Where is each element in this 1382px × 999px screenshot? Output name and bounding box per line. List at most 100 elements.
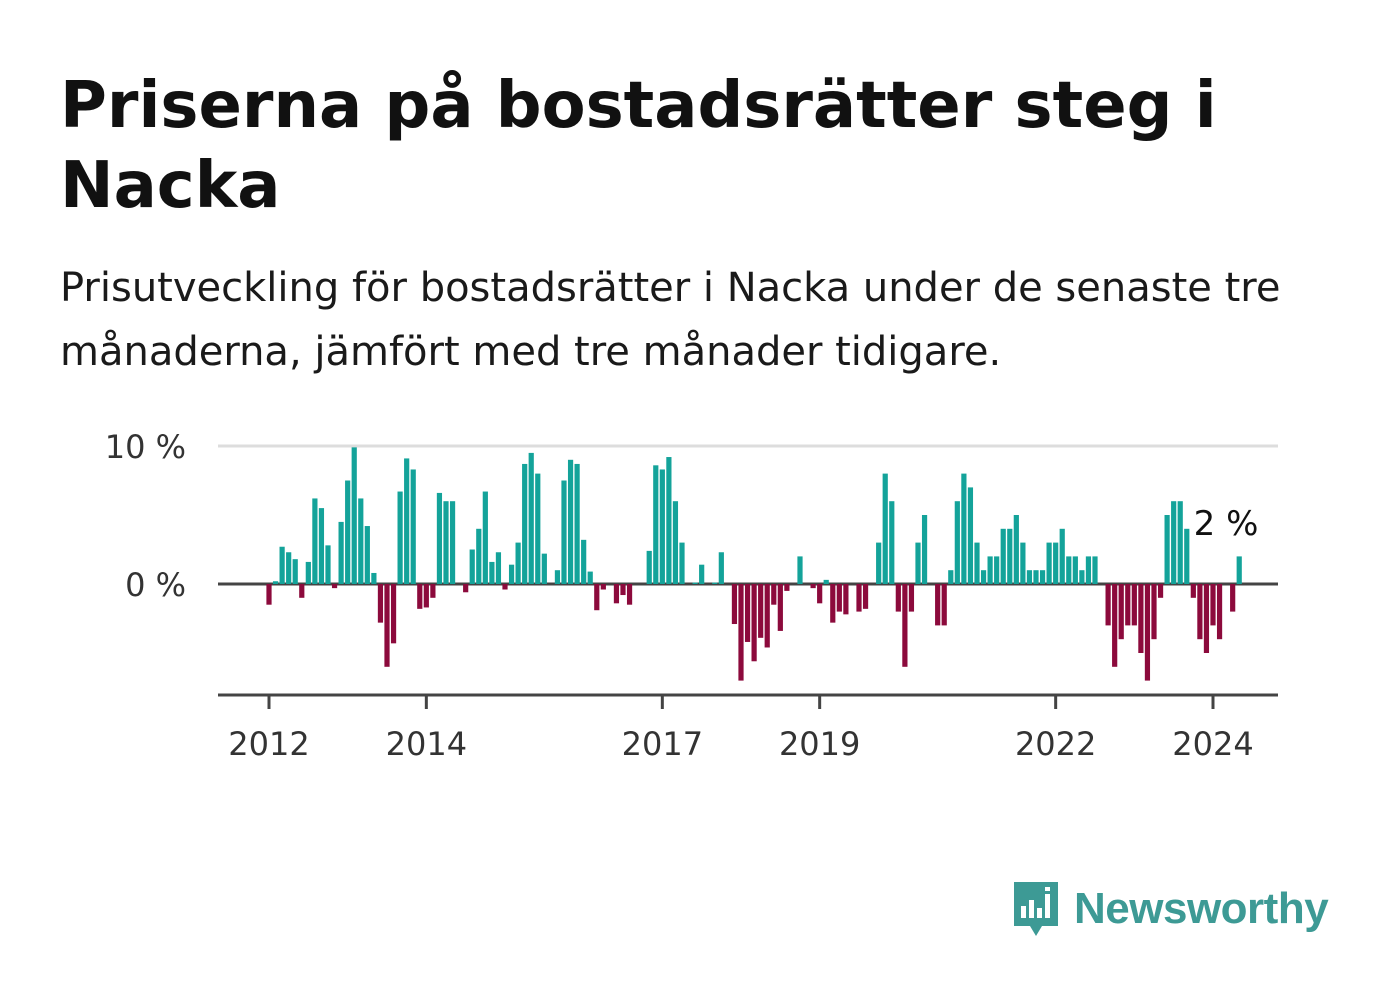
- bar: [338, 521, 344, 584]
- bars-layer: [266, 447, 1242, 681]
- bar: [1216, 584, 1223, 640]
- bar: [1138, 584, 1144, 653]
- x-tick-label: 2022: [1015, 725, 1096, 763]
- bar: [1144, 584, 1151, 681]
- bar: [692, 582, 698, 584]
- bar: [980, 570, 987, 584]
- newsworthy-brand: Newsworthy: [1010, 876, 1329, 942]
- bar: [882, 473, 888, 584]
- bar: [587, 571, 593, 584]
- bar: [495, 552, 502, 584]
- bar: [325, 545, 331, 584]
- chart-title: Priserna på bostadsrätter steg i Nacka: [60, 69, 1217, 223]
- bar: [626, 584, 633, 605]
- bar: [889, 501, 895, 584]
- bar: [1026, 570, 1033, 584]
- bar: [1092, 556, 1098, 584]
- bar: [613, 584, 620, 604]
- bar: [371, 572, 377, 584]
- bar: [830, 584, 836, 623]
- bar: [1000, 528, 1006, 584]
- bar: [469, 549, 475, 584]
- bar: [410, 469, 416, 584]
- bar: [1125, 584, 1131, 626]
- bar: [331, 584, 338, 589]
- bar: [482, 491, 488, 584]
- bar: [1046, 542, 1052, 584]
- bar: [1230, 584, 1236, 612]
- bar: [561, 480, 567, 584]
- bar: [921, 515, 928, 584]
- bar: [699, 564, 705, 584]
- bar: [443, 501, 449, 584]
- bar: [1190, 584, 1196, 598]
- bar: [1151, 584, 1157, 640]
- bar: [902, 584, 908, 667]
- bar: [476, 528, 482, 584]
- bar: [377, 584, 384, 623]
- bar: [718, 552, 724, 584]
- bar: [358, 498, 364, 584]
- x-tick-label: 2012: [228, 725, 309, 763]
- bar: [1131, 584, 1137, 626]
- bar: [292, 559, 298, 584]
- grid-layer: [218, 444, 1278, 586]
- bar: [423, 584, 429, 608]
- bar: [1007, 528, 1013, 584]
- x-tick-label: 2014: [386, 725, 467, 763]
- bar: [817, 584, 823, 604]
- bar: [777, 584, 783, 631]
- axis-layer: 0 % 10 % 2012 2014 2017 2019 2022 2024: [105, 428, 1278, 763]
- bar: [1072, 556, 1078, 584]
- bar: [659, 469, 665, 584]
- bar: [1033, 570, 1039, 584]
- bar: [751, 584, 757, 662]
- bar: [1066, 556, 1072, 584]
- bar: [679, 542, 685, 584]
- bar: [1157, 584, 1164, 598]
- bar: [312, 498, 318, 584]
- bar: [364, 526, 370, 584]
- bar: [738, 584, 744, 681]
- bar: [528, 452, 534, 584]
- bar: [508, 564, 515, 584]
- bar: [836, 584, 842, 612]
- y-tick-label: 0 %: [125, 566, 186, 604]
- bar: [987, 556, 993, 584]
- bar: [299, 584, 305, 598]
- latest-value-annotation: 2 %: [1194, 504, 1259, 544]
- x-tick-label: 2019: [779, 725, 860, 763]
- bar: [449, 501, 456, 584]
- bar: [1039, 570, 1046, 584]
- chart-subtitle: Prisutveckling för bostadsrätter i Nacka…: [60, 265, 1281, 375]
- bar: [1210, 584, 1216, 626]
- bar: [895, 584, 901, 612]
- bar-chart: 0 % 10 % 2012 2014 2017 2019 2022 2024 2 %: [105, 428, 1278, 763]
- x-tick-label: 2017: [622, 725, 703, 763]
- bar: [535, 473, 541, 584]
- bar: [646, 550, 652, 584]
- bar: [797, 556, 803, 584]
- bar: [1197, 584, 1203, 640]
- bar: [967, 487, 974, 584]
- bar: [994, 556, 1000, 584]
- bar: [1236, 556, 1242, 584]
- newsworthy-logo-icon: [1014, 882, 1058, 936]
- bar: [744, 584, 751, 642]
- bar: [390, 584, 397, 644]
- brand-name: Newsworthy: [1074, 884, 1329, 933]
- bar: [974, 542, 980, 584]
- bar: [397, 491, 403, 584]
- bar: [908, 584, 915, 612]
- bar: [351, 447, 357, 584]
- bar: [266, 584, 272, 605]
- bar: [784, 584, 790, 591]
- bar: [404, 458, 410, 584]
- bar: [731, 584, 738, 625]
- bar: [1085, 556, 1092, 584]
- bar: [502, 584, 508, 590]
- bar: [272, 581, 279, 584]
- bar: [279, 546, 285, 584]
- bar: [489, 561, 495, 584]
- bar: [666, 457, 672, 584]
